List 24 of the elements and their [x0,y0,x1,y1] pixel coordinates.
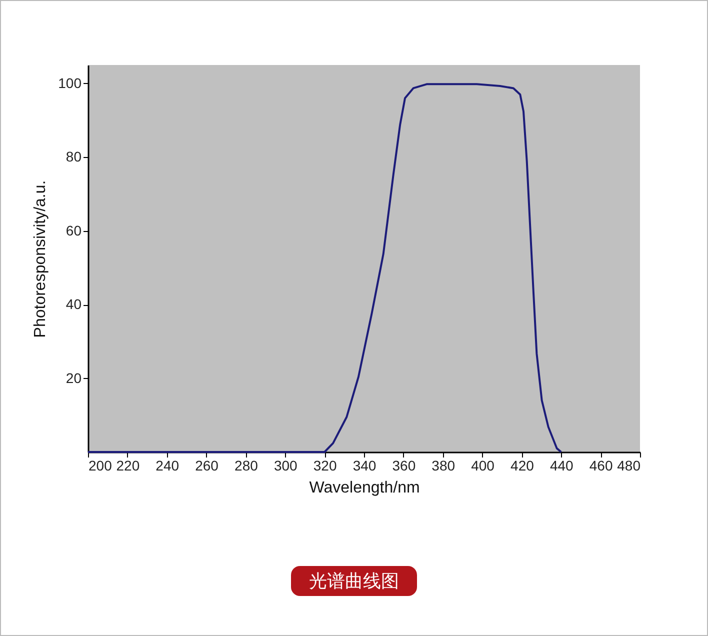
x-tick-label: 220 [116,458,140,474]
text: 光谱曲线图 [291,566,417,596]
x-axis-title: Wavelength/nm [309,480,420,496]
x-tick-label: 320 [313,458,337,474]
x-tick-label: 300 [274,458,298,474]
x-tick-label: 260 [195,458,219,474]
y-tick-label: 60 [66,222,82,238]
x-tick-label: 480 [617,458,641,474]
x-tick-label: 240 [156,458,180,474]
y-tick-label: 40 [66,296,82,312]
x-tick-label: 420 [510,458,534,474]
x-tick-label: 440 [550,458,574,474]
x-tick-label: 460 [589,458,613,474]
x-tick-label: 340 [352,458,376,474]
y-tick-label: 20 [66,370,82,386]
x-tick-label: 380 [432,458,456,474]
x-tick-label: 400 [471,458,495,474]
y-axis-title: Photoresponsivity/a.u. [32,180,50,338]
x-tick-label: 280 [234,458,258,474]
x-tick-label: 200 [88,458,112,474]
line-series [87,83,562,453]
y-tick-label: 80 [66,148,82,165]
x-tick-label: 360 [392,458,416,474]
y-tick-label: 100 [58,74,82,91]
